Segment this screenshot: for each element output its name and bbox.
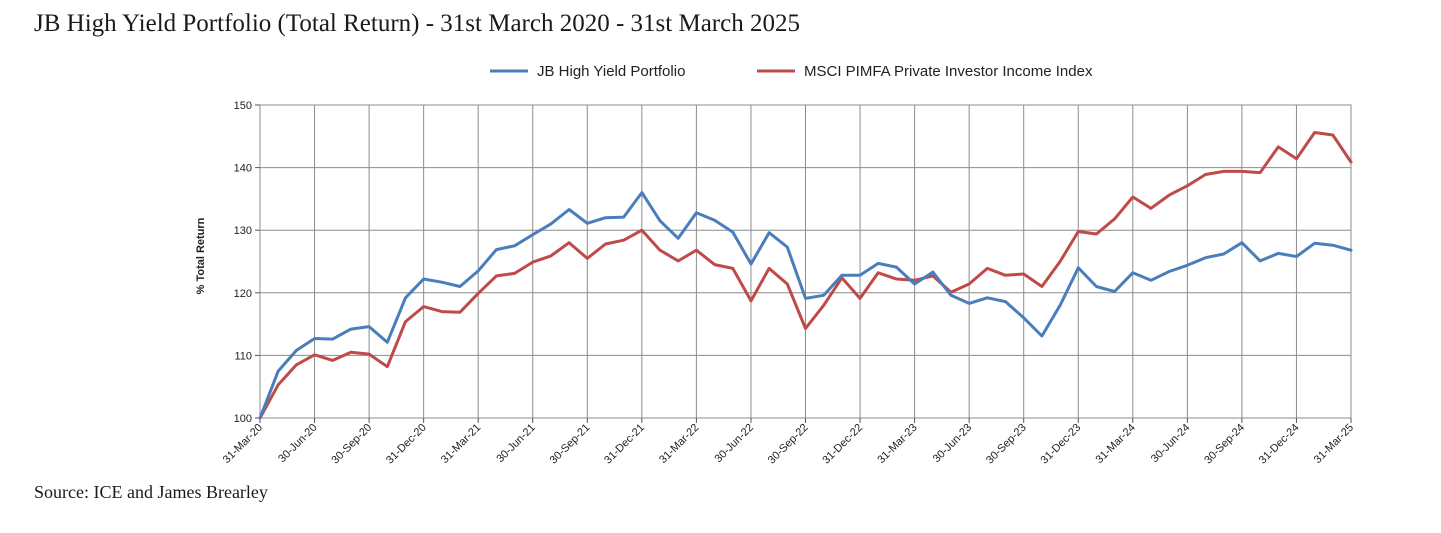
y-axis-ticks: 100 110 120 130 140 150	[234, 100, 260, 425]
x-tick-label: 31-Mar-20	[221, 422, 265, 466]
x-tick-label: 31-Mar-23	[875, 422, 919, 466]
y-tick-label: 100	[234, 413, 252, 425]
legend-label: JB High Yield Portfolio	[537, 63, 685, 80]
chart-title: JB High Yield Portfolio (Total Return) -…	[34, 10, 800, 37]
series-line-jb-high-yield-portfolio	[258, 191, 1353, 420]
x-tick-label: 30-Jun-24	[1149, 422, 1193, 466]
x-tick-label: 31-Dec-24	[1257, 422, 1302, 467]
x-tick-label: 30-Jun-21	[494, 422, 538, 466]
x-tick-label: 30-Jun-22	[713, 422, 757, 466]
x-tick-label: 31-Dec-21	[602, 422, 647, 467]
x-tick-label: 30-Jun-23	[931, 422, 975, 466]
y-axis-label: % Total Return	[195, 217, 207, 294]
x-tick-label: 30-Sep-24	[1202, 422, 1247, 467]
source-note: Source: ICE and James Brearley	[34, 482, 268, 502]
chart-legend: JB High Yield Portfolio MSCI PIMFA Privat…	[490, 63, 1093, 80]
y-tick-label: 130	[234, 225, 252, 237]
x-tick-label: 31-Mar-24	[1094, 422, 1138, 466]
x-tick-label: 30-Sep-23	[984, 422, 1029, 467]
x-tick-label: 31-Dec-23	[1039, 422, 1084, 467]
x-tick-label: 30-Jun-20	[276, 422, 320, 466]
series-line-msci-pimfa-private-investor-income-index	[258, 131, 1353, 420]
chart-grid	[259, 104, 1352, 419]
x-tick-label: 31-Mar-25	[1312, 422, 1356, 466]
y-tick-label: 120	[234, 288, 252, 300]
y-tick-label: 150	[234, 100, 252, 112]
x-tick-label: 31-Dec-20	[384, 422, 429, 467]
x-tick-label: 30-Sep-21	[548, 422, 593, 467]
x-axis-ticks: 31-Mar-20 30-Jun-20 30-Sep-20 31-Dec-20 31-M…	[221, 418, 1356, 466]
x-tick-label: 31-Mar-21	[439, 422, 483, 466]
y-tick-label: 110	[234, 350, 252, 362]
x-tick-label: 30-Sep-20	[329, 422, 374, 467]
x-tick-label: 30-Sep-22	[766, 422, 811, 467]
x-tick-label: 31-Dec-22	[820, 422, 865, 467]
x-tick-label: 31-Mar-22	[657, 422, 701, 466]
y-tick-label: 140	[234, 163, 252, 175]
legend-label: MSCI PIMFA Private Investor Income Index	[804, 63, 1093, 80]
series-lines	[258, 131, 1353, 420]
